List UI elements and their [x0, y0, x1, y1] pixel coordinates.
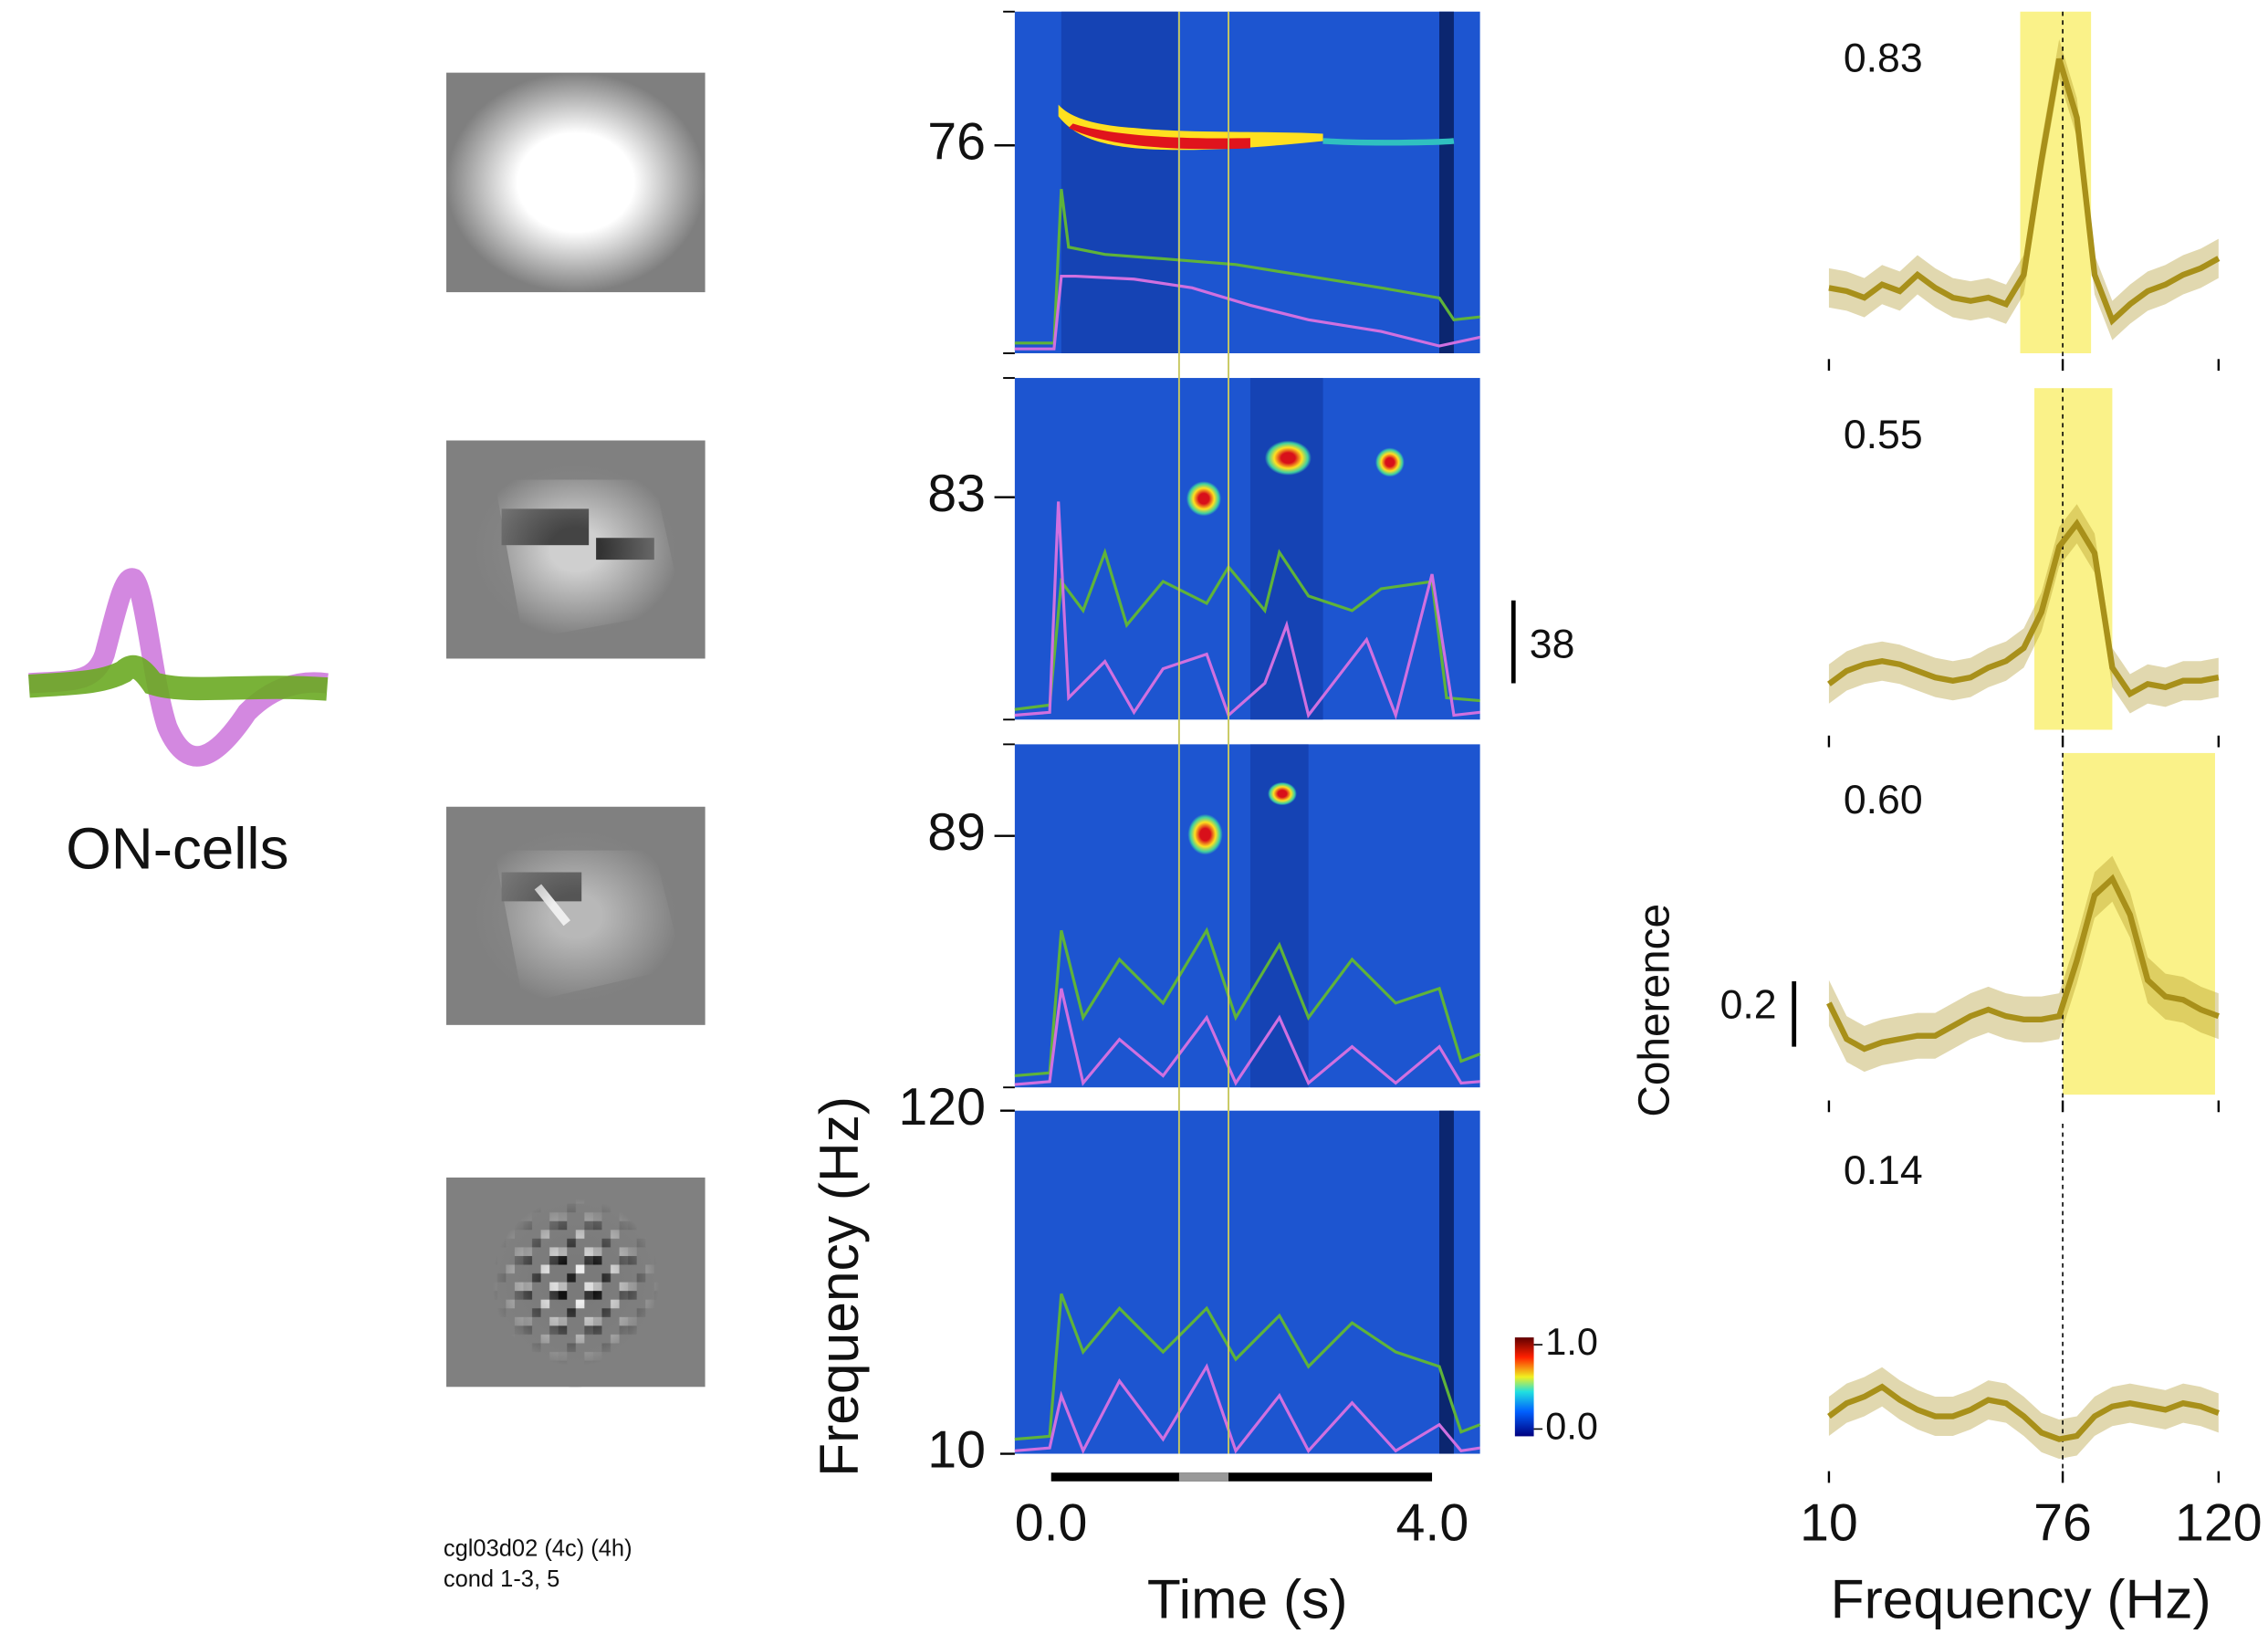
spectrogram-x-label: Time (s): [1147, 1568, 1348, 1630]
x-tick-label: 0.0: [1015, 1493, 1088, 1552]
coherence-x-label: Frequency (Hz): [1831, 1568, 2211, 1630]
confidence-band: [1828, 38, 2219, 340]
peak-coherence: 0.14: [1844, 1148, 1923, 1193]
coherence-line: [1827, 1383, 2220, 1442]
cell-type-label: ON-cells: [66, 817, 288, 882]
x-tick-label: 10: [1800, 1493, 1858, 1552]
stimulus-note: cgl03d02 (4c) (4h): [444, 1535, 632, 1561]
frequency-band: [2034, 388, 2113, 730]
colorbar-label: 0.0: [1545, 1405, 1598, 1447]
colorbar-label: 1.0: [1545, 1321, 1598, 1363]
rate-scale-label: 38: [1530, 622, 1575, 666]
stimulus-note: cond 1-3, 5: [444, 1566, 559, 1592]
confidence-band: [1828, 504, 2219, 714]
x-tick-label: 4.0: [1396, 1493, 1469, 1552]
peak-coherence: 0.55: [1844, 413, 1923, 457]
coherence-line: [1827, 518, 2220, 698]
spectrogram-y-label: Frequency (Hz): [808, 1096, 870, 1477]
confidence-band: [1828, 855, 2219, 1073]
peak-coherence: 0.60: [1844, 778, 1923, 822]
x-tick-label: 120: [2175, 1493, 2263, 1552]
coherence-scale-label: 0.2: [1720, 982, 1777, 1027]
y-tick-label: 76: [927, 112, 986, 171]
x-tick-label: 76: [2033, 1493, 2092, 1552]
peak-coherence: 0.83: [1844, 37, 1923, 81]
spectrograms: [1003, 10, 1534, 1482]
coherence-line: [1828, 58, 2221, 326]
y-tick-label: 83: [927, 465, 986, 523]
y-tick-label: 89: [927, 803, 986, 862]
coherence-line: [1826, 874, 2220, 1053]
waveforms: [28, 568, 329, 767]
coherence-label: Coherence: [1631, 904, 1679, 1117]
y-tick-label: 120: [898, 1078, 986, 1136]
y-tick-label: 10: [927, 1421, 986, 1480]
stimuli: [446, 72, 705, 1388]
